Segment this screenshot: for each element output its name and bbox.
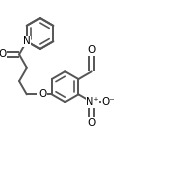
Text: O: O [38, 89, 46, 99]
Text: N: N [23, 36, 31, 46]
Text: O: O [88, 45, 96, 55]
Text: O: O [88, 118, 96, 128]
Text: O: O [0, 49, 7, 60]
Text: O⁻: O⁻ [101, 97, 115, 107]
Text: N⁺: N⁺ [86, 97, 99, 107]
